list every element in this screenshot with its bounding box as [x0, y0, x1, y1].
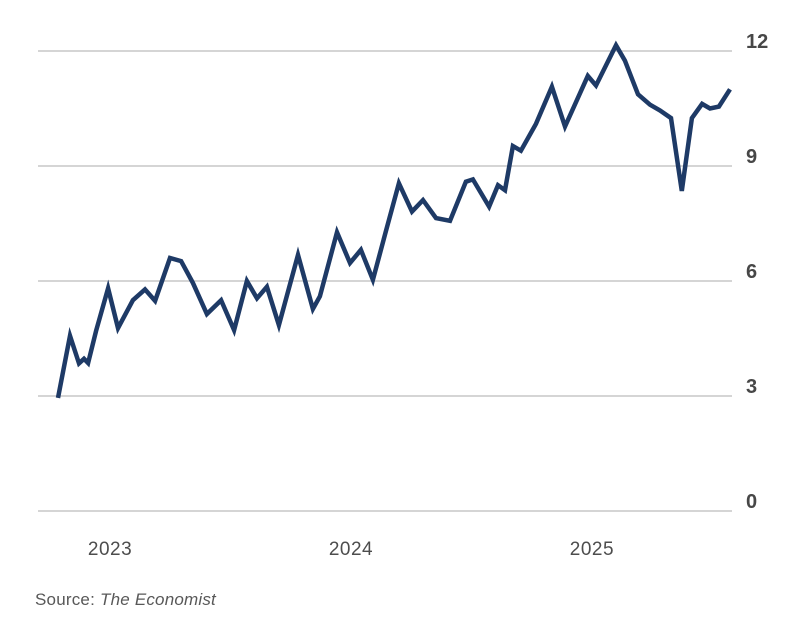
x-axis-tick-label: 2025: [570, 539, 614, 560]
data-line-series-1: [55, 40, 732, 399]
y-axis-tick-label: 9: [746, 146, 757, 168]
x-axis-tick-label: 2023: [88, 539, 132, 560]
y-axis-tick-label: 6: [746, 261, 757, 283]
x-axis-tick-label: 2024: [329, 539, 373, 560]
source-publication: The Economist: [100, 590, 216, 609]
y-axis-tick-label: 12: [746, 31, 768, 53]
y-axis-tick-label: 3: [746, 376, 757, 398]
y-axis-tick-label: 0: [746, 491, 757, 513]
source-prefix: Source:: [35, 590, 95, 609]
source-note: Source: The Economist: [35, 590, 216, 610]
